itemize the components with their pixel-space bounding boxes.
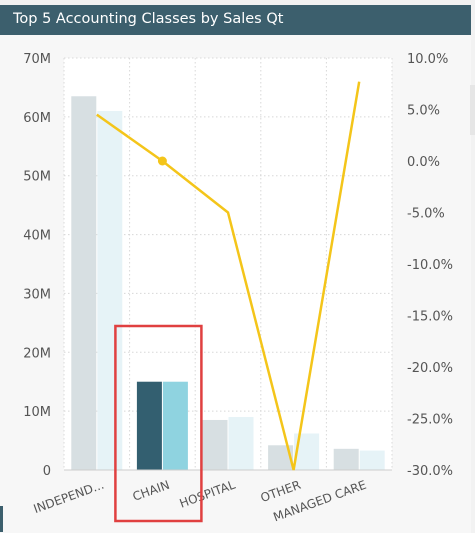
bar-series-2 <box>97 110 123 470</box>
left-axis-tick-label: 70M <box>23 52 51 67</box>
bar-series-1 <box>202 419 228 470</box>
left-axis-tick-label: 60M <box>23 111 51 126</box>
left-axis-tick-label: 30M <box>23 287 51 302</box>
bar-series-2 <box>228 417 254 470</box>
left-axis-tick-label: 10M <box>23 405 51 420</box>
category-label: HOSPITAL <box>178 478 238 511</box>
bar-series-1 <box>71 96 97 470</box>
right-axis-tick-label: 5.0% <box>407 104 440 119</box>
left-axis-tick-label: 50M <box>23 170 51 185</box>
left-axis-tick-label: 0 <box>43 464 51 479</box>
bar-series-1 <box>333 448 359 470</box>
right-axis-tick-label: -25.0% <box>407 413 453 428</box>
right-axis-tick-label: -15.0% <box>407 310 453 325</box>
category-label: CHAIN <box>131 478 172 504</box>
chart-title: Top 5 Accounting Classes by Sales Qt <box>13 11 284 27</box>
right-axis-tick-label: 0.0% <box>407 155 440 170</box>
right-axis-tick-label: 10.0% <box>407 52 448 67</box>
category-label: OTHER <box>259 478 303 505</box>
left-axis-tick-label: 40M <box>23 229 51 244</box>
widget-header: Top 5 Accounting Classes by Sales Qt <box>0 5 471 35</box>
right-axis-tick-label: -10.0% <box>407 258 453 273</box>
bar-series-2 <box>359 450 385 470</box>
bar-series-1 <box>136 381 162 470</box>
bar-series-2 <box>162 381 188 470</box>
category-label: INDEPEND... <box>32 478 106 516</box>
line-point-marker <box>157 156 167 166</box>
right-axis-tick-label: -30.0% <box>407 464 453 479</box>
selection-highlight-box <box>114 324 203 523</box>
right-axis-tick-label: -5.0% <box>407 207 445 222</box>
scroll-edge[interactable] <box>470 85 475 135</box>
right-axis-tick-label: -20.0% <box>407 361 453 376</box>
line-series <box>96 81 361 471</box>
left-edge-marker <box>0 506 3 532</box>
left-axis-tick-label: 20M <box>23 346 51 361</box>
